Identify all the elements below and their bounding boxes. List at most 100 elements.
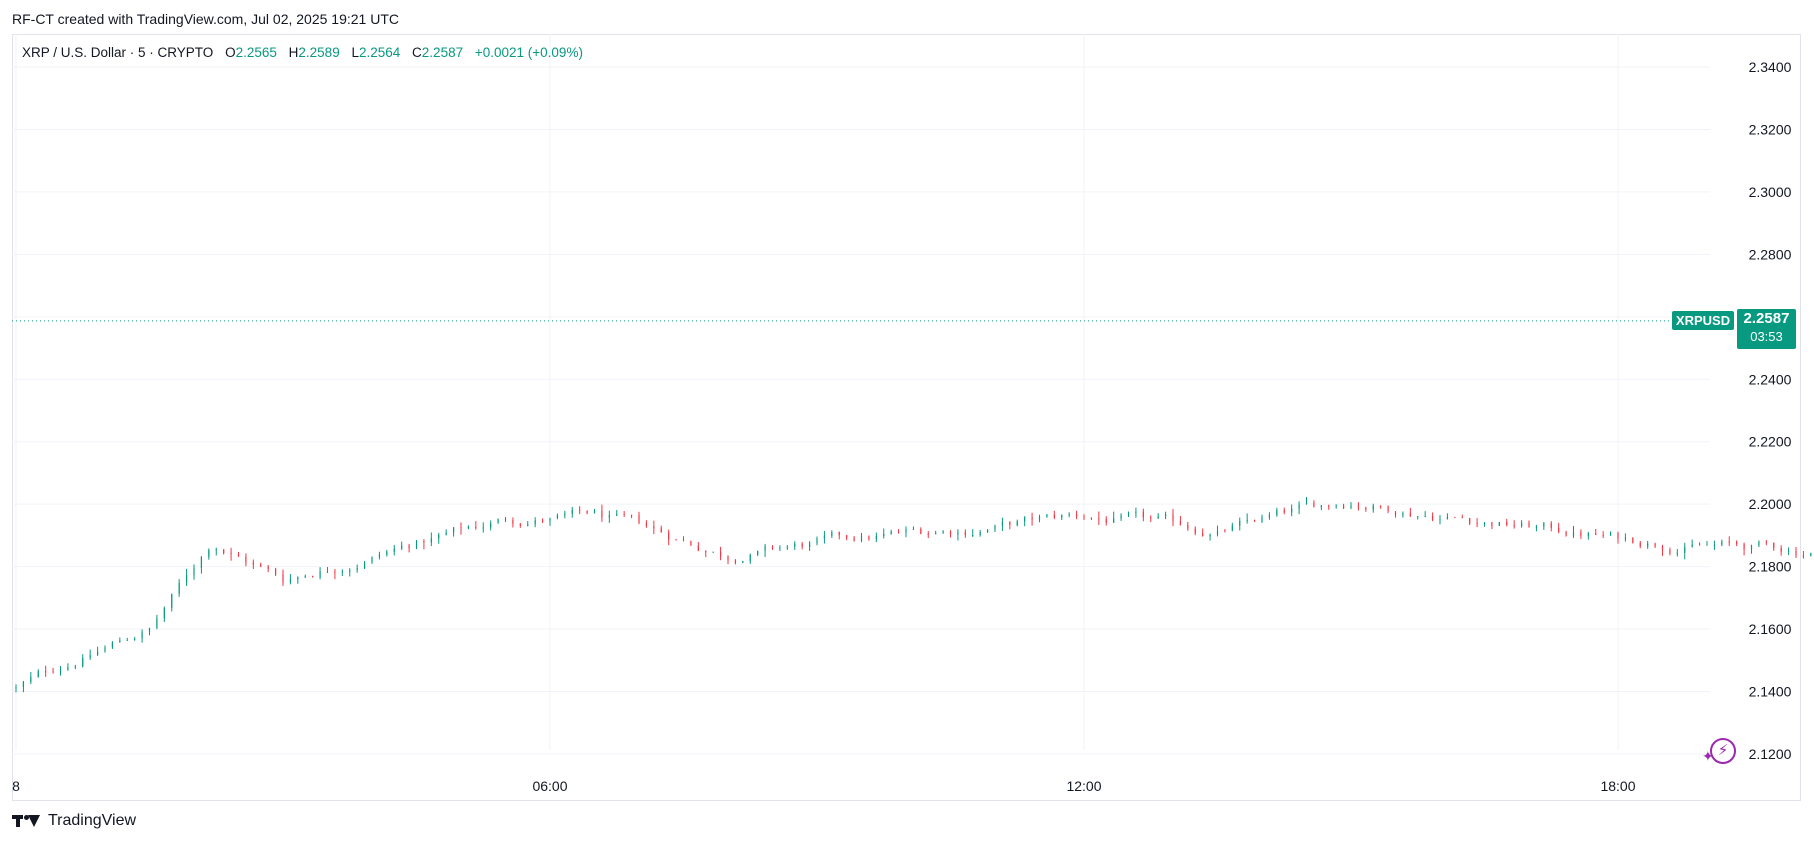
candle bbox=[1743, 542, 1745, 556]
candle bbox=[185, 568, 188, 586]
candle bbox=[1483, 522, 1486, 527]
candle bbox=[719, 546, 722, 561]
legend-close-label: C bbox=[412, 45, 422, 60]
candle bbox=[771, 545, 774, 550]
candle bbox=[59, 666, 62, 676]
candle bbox=[571, 506, 573, 518]
candle bbox=[593, 508, 596, 514]
candle bbox=[1431, 512, 1434, 522]
candle bbox=[1587, 531, 1589, 540]
candle bbox=[119, 637, 121, 643]
candle bbox=[1795, 547, 1797, 558]
candle bbox=[668, 529, 670, 546]
candle bbox=[1469, 517, 1471, 526]
candle bbox=[237, 552, 240, 557]
candle bbox=[1328, 504, 1330, 510]
candle bbox=[1164, 511, 1167, 520]
candle bbox=[1706, 541, 1708, 546]
candle bbox=[1387, 505, 1389, 514]
candle bbox=[727, 555, 729, 565]
lightning-bolt-icon[interactable]: ⚡ bbox=[1710, 738, 1736, 764]
candle bbox=[1224, 528, 1226, 533]
candle bbox=[171, 593, 173, 612]
candle bbox=[371, 556, 373, 564]
candle bbox=[816, 536, 818, 546]
candle bbox=[1113, 511, 1115, 523]
candle bbox=[445, 529, 447, 536]
candle bbox=[393, 544, 395, 556]
candle bbox=[860, 532, 863, 543]
candle bbox=[430, 532, 432, 547]
candle bbox=[1261, 514, 1263, 524]
candle bbox=[972, 529, 974, 538]
candle bbox=[363, 560, 366, 570]
legend-low-value: 2.2564 bbox=[358, 45, 401, 60]
candle bbox=[645, 520, 648, 528]
legend-open-value: 2.2565 bbox=[235, 45, 277, 60]
candle bbox=[289, 574, 292, 585]
candle bbox=[890, 529, 892, 535]
candle bbox=[148, 627, 151, 636]
candle bbox=[705, 550, 707, 558]
candle bbox=[868, 535, 870, 541]
candle bbox=[490, 520, 492, 531]
legend-high-value: 2.2589 bbox=[298, 45, 340, 60]
candle bbox=[89, 649, 91, 660]
candle bbox=[163, 606, 165, 622]
candle bbox=[274, 567, 277, 577]
price-tick-label: 2.1200 bbox=[1749, 746, 1792, 762]
candle bbox=[1291, 504, 1293, 517]
candle bbox=[341, 569, 343, 576]
candle bbox=[1357, 502, 1360, 511]
candle bbox=[1150, 515, 1152, 523]
candle bbox=[1639, 540, 1641, 549]
candle bbox=[230, 547, 232, 561]
tradingview-logo[interactable]: TradingView bbox=[12, 812, 136, 830]
candle bbox=[245, 553, 247, 567]
chart-pane[interactable] bbox=[12, 34, 1801, 801]
candle bbox=[415, 540, 418, 550]
candle bbox=[979, 529, 981, 537]
candle bbox=[1142, 508, 1144, 522]
candle bbox=[801, 542, 803, 550]
price-tick-label: 2.2200 bbox=[1749, 434, 1792, 450]
legend-symbol[interactable]: XRP / U.S. Dollar · 5 · CRYPTO bbox=[22, 45, 214, 60]
candle bbox=[1476, 518, 1478, 528]
candle bbox=[846, 534, 848, 541]
legend-close-value: 2.2587 bbox=[421, 45, 464, 60]
candle bbox=[297, 576, 299, 584]
candle bbox=[1394, 511, 1397, 518]
candle bbox=[1216, 525, 1219, 537]
time-tick-label: 8 bbox=[12, 778, 20, 794]
candle bbox=[712, 551, 714, 553]
price-tick-label: 2.1400 bbox=[1749, 684, 1792, 700]
candle bbox=[1172, 508, 1174, 527]
candle bbox=[1372, 503, 1374, 513]
candle bbox=[1038, 514, 1041, 523]
candle bbox=[334, 569, 336, 580]
candle bbox=[905, 526, 907, 538]
candle bbox=[52, 667, 54, 674]
candle bbox=[957, 529, 959, 541]
candle bbox=[1253, 519, 1256, 522]
candle bbox=[1061, 514, 1063, 520]
candle bbox=[1454, 516, 1456, 518]
candle bbox=[519, 523, 521, 528]
candle bbox=[1520, 520, 1523, 528]
candle bbox=[1031, 512, 1033, 526]
price-tick-label: 2.3000 bbox=[1749, 184, 1792, 200]
candle bbox=[853, 536, 855, 542]
candle bbox=[1810, 552, 1812, 557]
candle bbox=[1335, 504, 1337, 509]
candle bbox=[1380, 505, 1382, 509]
price-tick-label: 2.2400 bbox=[1749, 371, 1792, 387]
candle bbox=[682, 536, 685, 542]
candle bbox=[1773, 542, 1775, 551]
candle bbox=[326, 566, 329, 574]
candle bbox=[823, 530, 826, 544]
candle-series bbox=[15, 497, 1812, 693]
candle bbox=[675, 538, 677, 541]
candle bbox=[1750, 544, 1753, 554]
candle bbox=[660, 525, 662, 533]
